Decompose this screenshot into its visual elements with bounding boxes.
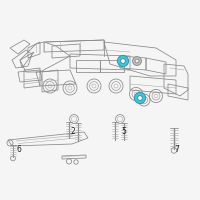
Circle shape [135,59,139,63]
Text: 5: 5 [122,128,126,136]
Circle shape [117,55,129,67]
Text: 6: 6 [17,146,21,154]
Text: 2: 2 [71,128,75,136]
Text: 7: 7 [175,146,179,154]
Circle shape [121,59,125,63]
Circle shape [134,92,146,104]
Circle shape [133,57,141,65]
Circle shape [138,96,142,100]
